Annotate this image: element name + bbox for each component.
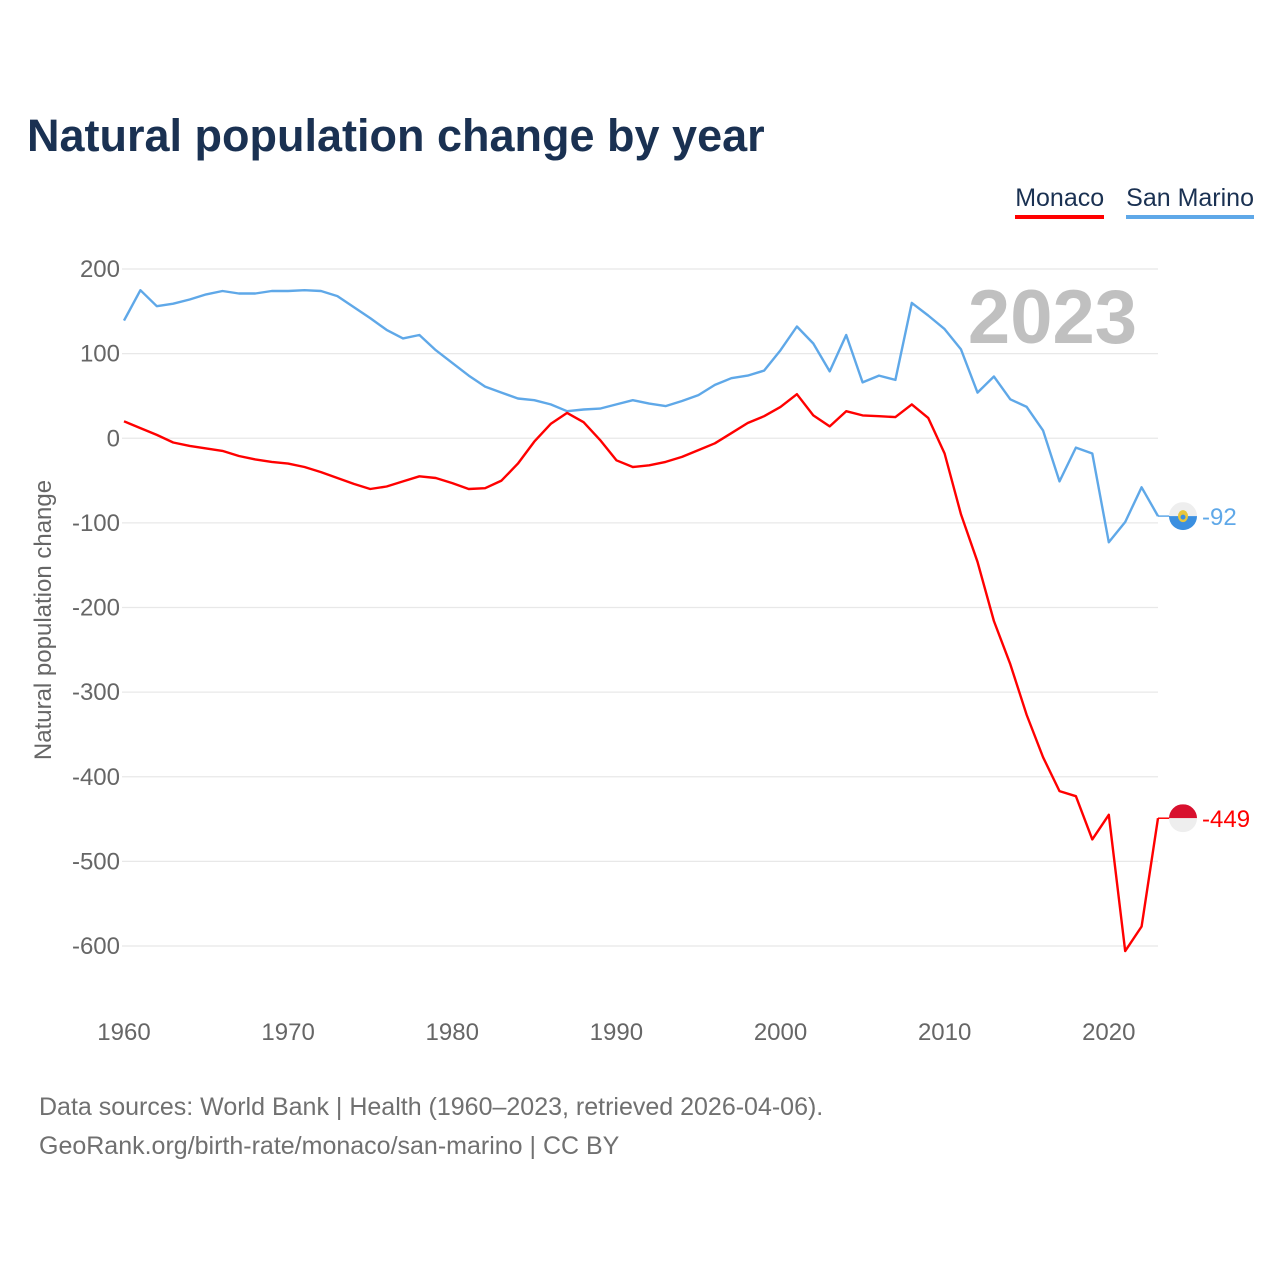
source-url[interactable]: GeoRank.org/birth-rate/monaco/san-marino… xyxy=(39,1132,620,1160)
y-tick-label: 200 xyxy=(80,256,120,283)
x-tick-label: 2020 xyxy=(1082,1019,1135,1046)
legend-item-monaco[interactable]: Monaco xyxy=(1015,184,1105,219)
y-axis-label: Natural population change xyxy=(30,480,57,760)
source-line: Data sources: World Bank | Health (1960–… xyxy=(39,1093,824,1121)
monaco-flag-icon xyxy=(1169,804,1197,833)
end-value-label: -92 xyxy=(1202,504,1237,531)
source-note: Data sources: World Bank | Health (1960–… xyxy=(39,1088,823,1166)
series-line-san-marino xyxy=(122,289,1160,544)
legend-item-san-marino[interactable]: San Marino xyxy=(1126,184,1254,219)
x-tick-label: 1990 xyxy=(590,1019,643,1046)
x-tick-label: 2000 xyxy=(754,1019,807,1046)
chart-title: Natural population change by year xyxy=(27,110,765,161)
end-value-label: -449 xyxy=(1202,806,1250,833)
x-tick-label: 2010 xyxy=(918,1019,971,1046)
legend: Monaco San Marino xyxy=(1015,184,1254,219)
y-tick-label: 100 xyxy=(80,341,120,368)
y-tick-label: -200 xyxy=(72,595,120,622)
year-watermark: 2023 xyxy=(968,275,1137,360)
y-tick-label: -500 xyxy=(72,848,120,875)
y-tick-label: -300 xyxy=(72,679,120,706)
san-marino-flag-icon xyxy=(1169,502,1197,531)
x-tick-label: 1970 xyxy=(261,1019,314,1046)
series-line-monaco xyxy=(123,393,1160,953)
x-tick-label: 1960 xyxy=(97,1019,150,1046)
y-tick-label: 0 xyxy=(107,425,120,452)
y-tick-label: -100 xyxy=(72,510,120,537)
x-tick-label: 1980 xyxy=(426,1019,479,1046)
y-tick-label: -400 xyxy=(72,764,120,791)
y-tick-label: -600 xyxy=(72,933,120,960)
